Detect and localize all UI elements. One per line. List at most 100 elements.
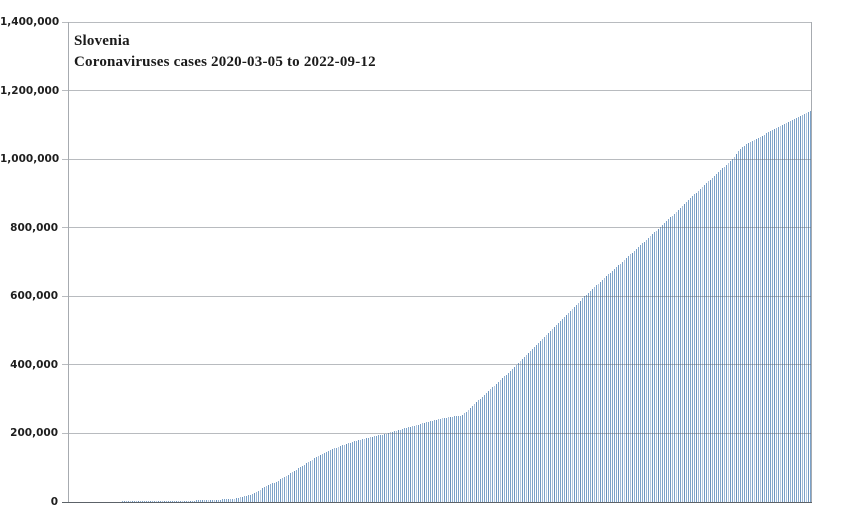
bar — [686, 202, 688, 502]
bar — [766, 133, 768, 502]
bar — [414, 425, 416, 502]
bar — [780, 125, 782, 502]
bar — [776, 127, 778, 502]
bar — [744, 145, 746, 502]
bar — [560, 321, 562, 502]
chart-title-block: Slovenia Coronaviruses cases 2020-03-05 … — [74, 31, 376, 73]
bar — [570, 310, 572, 502]
bar — [740, 148, 742, 502]
bar — [338, 446, 340, 502]
bar — [670, 217, 672, 502]
bar — [674, 213, 676, 502]
bar — [518, 363, 520, 502]
bar — [324, 452, 326, 502]
y-tick-label: 400,000 — [10, 358, 58, 371]
bar — [482, 396, 484, 502]
bar — [208, 500, 210, 502]
bar — [380, 435, 382, 502]
bar — [254, 492, 256, 502]
bar — [678, 209, 680, 502]
bar — [704, 185, 706, 502]
bar — [388, 432, 390, 502]
bar — [406, 427, 408, 502]
y-tick-label: 600,000 — [10, 290, 58, 303]
bar — [598, 283, 600, 502]
bar — [316, 457, 318, 502]
bar — [336, 447, 338, 502]
bar — [758, 137, 760, 502]
bar — [726, 164, 728, 502]
bar — [672, 215, 674, 502]
bar — [476, 402, 478, 502]
bar — [730, 161, 732, 502]
bar — [250, 494, 252, 502]
bar — [178, 500, 180, 502]
bar — [512, 368, 514, 502]
bar — [498, 381, 500, 502]
bar — [648, 237, 650, 502]
bar — [644, 241, 646, 502]
bar — [610, 272, 612, 502]
bar — [588, 292, 590, 502]
bar — [810, 110, 812, 502]
bar — [180, 500, 182, 502]
bar — [188, 500, 190, 502]
chart-subtitle: Coronaviruses cases 2020-03-05 to 2022-0… — [74, 54, 376, 70]
bar — [552, 329, 554, 502]
bar — [472, 406, 474, 502]
bar — [502, 378, 504, 502]
bar — [590, 290, 592, 502]
bar — [748, 143, 750, 502]
bar — [666, 221, 668, 502]
bar — [346, 443, 348, 502]
bar — [688, 200, 690, 502]
bar — [292, 472, 294, 502]
bar — [754, 140, 756, 502]
bar — [556, 325, 558, 502]
bar — [612, 270, 614, 502]
bar — [706, 183, 708, 502]
bar — [222, 499, 224, 502]
bar — [626, 258, 628, 502]
bar — [218, 499, 220, 502]
bar — [750, 142, 752, 502]
bar — [296, 469, 298, 502]
bar — [698, 190, 700, 502]
bar — [538, 343, 540, 502]
bar — [736, 153, 738, 502]
plot-border-right — [811, 22, 812, 502]
bar — [596, 285, 598, 502]
bar — [334, 448, 336, 502]
y-tick-label: 1,400,000 — [0, 16, 60, 28]
bar — [716, 174, 718, 502]
bar — [212, 499, 214, 502]
bar — [558, 323, 560, 502]
bar — [318, 455, 320, 502]
bar — [460, 415, 462, 502]
bar — [382, 434, 384, 502]
bar — [176, 500, 178, 502]
bar — [196, 500, 198, 502]
bar — [732, 159, 734, 502]
bar — [294, 470, 296, 502]
bar — [720, 170, 722, 502]
bar — [496, 383, 498, 502]
bar — [452, 416, 454, 502]
bar — [252, 493, 254, 502]
bar — [684, 204, 686, 502]
bar — [526, 355, 528, 502]
bar — [190, 500, 192, 502]
bar — [586, 294, 588, 502]
bar — [540, 341, 542, 502]
bar — [418, 424, 420, 502]
bar — [662, 225, 664, 502]
bar — [630, 254, 632, 502]
plot-border-left — [68, 22, 69, 502]
bar — [500, 380, 502, 502]
bar — [742, 146, 744, 502]
bar — [722, 168, 724, 502]
bar — [680, 207, 682, 502]
bar — [312, 459, 314, 502]
bar — [718, 172, 720, 502]
bar — [690, 198, 692, 502]
